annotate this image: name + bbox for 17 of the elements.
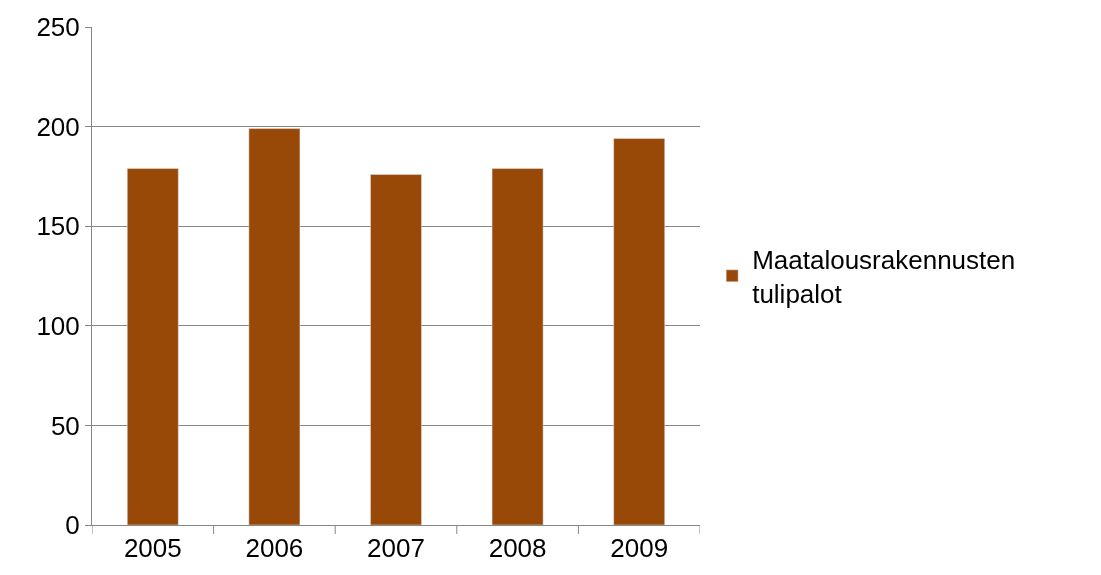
legend-label: Maatalousrakennusten tulipalot <box>752 245 1016 309</box>
y-tick-label: 50 <box>50 410 80 441</box>
y-tick-label: 100 <box>36 310 80 341</box>
bar <box>491 168 544 525</box>
y-tick-label: 0 <box>65 510 80 541</box>
y-tick-label: 200 <box>36 111 80 142</box>
bar <box>248 128 301 525</box>
bar <box>613 138 665 525</box>
x-tick-label: 2007 <box>367 533 425 564</box>
bar <box>127 168 179 525</box>
y-tick-label: 150 <box>36 211 80 242</box>
x-tick-label: 2009 <box>610 533 669 564</box>
bar <box>370 174 422 525</box>
x-tick-label: 2006 <box>245 533 304 564</box>
x-tick-label: 2008 <box>488 533 547 564</box>
y-tick-label: 250 <box>36 12 80 43</box>
x-tick-label: 2005 <box>123 533 182 564</box>
